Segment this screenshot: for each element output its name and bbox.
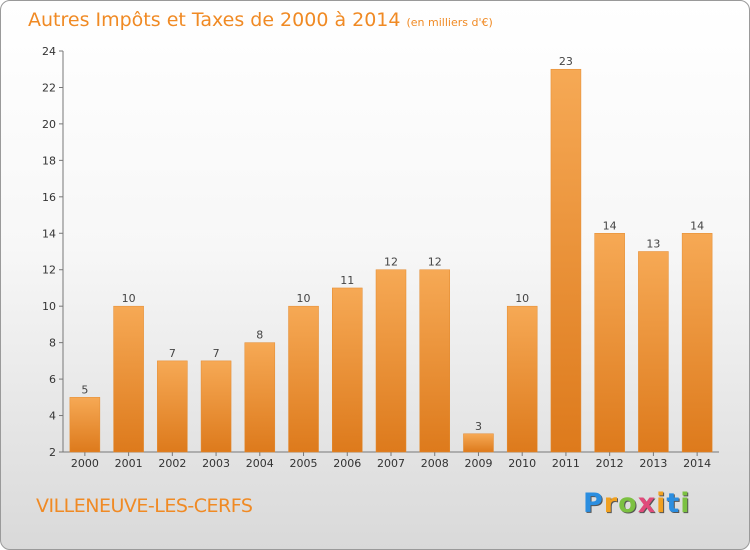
bar[interactable] bbox=[375, 269, 407, 453]
x-tick-label: 2011 bbox=[552, 457, 580, 470]
y-tick-label: 22 bbox=[42, 81, 56, 94]
x-tick-label: 2007 bbox=[377, 457, 405, 470]
bar[interactable] bbox=[113, 305, 144, 453]
data-label: 10 bbox=[122, 292, 136, 305]
data-label: 13 bbox=[646, 238, 660, 251]
y-tick-label: 14 bbox=[42, 227, 56, 240]
bar[interactable] bbox=[69, 397, 101, 453]
data-label: 12 bbox=[428, 256, 442, 269]
bar[interactable] bbox=[332, 287, 363, 453]
x-tick-label: 2009 bbox=[464, 457, 492, 470]
bar[interactable] bbox=[463, 433, 494, 453]
data-label: 3 bbox=[475, 420, 482, 433]
y-tick-label: 6 bbox=[49, 373, 56, 386]
bar[interactable] bbox=[244, 342, 276, 453]
y-tick-label: 8 bbox=[49, 337, 56, 350]
chart-title-text: Autres Impôts et Taxes de 2000 à 2014 bbox=[28, 9, 401, 31]
x-tick-label: 2008 bbox=[421, 457, 449, 470]
bars: 5 10 7 7 8 10 11 12 12 3 10 23 14 13 14 bbox=[69, 55, 713, 453]
logo-letter: r bbox=[603, 488, 619, 519]
logo-letter: x bbox=[637, 488, 657, 519]
y-tick-label: 20 bbox=[42, 118, 56, 131]
x-tick-label: 2004 bbox=[246, 457, 274, 470]
x-tick-label: 2013 bbox=[639, 457, 667, 470]
x-tick-label: 2012 bbox=[596, 457, 624, 470]
bar[interactable] bbox=[681, 233, 713, 453]
x-tick-label: 2001 bbox=[115, 457, 143, 470]
bar[interactable] bbox=[638, 251, 669, 453]
logo-letter: i bbox=[680, 488, 691, 519]
data-label: 5 bbox=[81, 383, 88, 396]
data-label: 7 bbox=[213, 347, 220, 360]
y-tick-label: 12 bbox=[42, 264, 56, 277]
logo-letter: t bbox=[666, 488, 681, 519]
y-tick-label: 16 bbox=[42, 191, 56, 204]
logo-letter: P bbox=[583, 488, 604, 519]
x-tick-label: 2014 bbox=[683, 457, 711, 470]
bar[interactable] bbox=[550, 68, 582, 453]
data-label: 11 bbox=[340, 274, 354, 287]
chart-subtitle: (en milliers d'€) bbox=[406, 16, 493, 29]
bar[interactable] bbox=[157, 360, 188, 453]
commune-name: VILLENEUVE-LES-CERFS bbox=[36, 495, 253, 517]
data-label: 23 bbox=[559, 55, 573, 68]
chart-title: Autres Impôts et Taxes de 2000 à 2014 (en… bbox=[28, 9, 493, 31]
bar[interactable] bbox=[594, 233, 625, 453]
x-tick-label: 2000 bbox=[71, 457, 99, 470]
y-tick-label: 4 bbox=[49, 410, 56, 423]
logo-letter: i bbox=[656, 488, 667, 519]
data-label: 14 bbox=[690, 219, 704, 232]
logo-letter: o bbox=[618, 488, 638, 519]
data-label: 8 bbox=[256, 329, 263, 342]
bar[interactable] bbox=[288, 305, 319, 453]
bar[interactable] bbox=[200, 360, 232, 453]
y-tick-label: 24 bbox=[42, 45, 56, 58]
data-label: 10 bbox=[297, 292, 311, 305]
x-tick-label: 2006 bbox=[333, 457, 361, 470]
data-label: 14 bbox=[603, 219, 617, 232]
bar[interactable] bbox=[419, 269, 450, 453]
x-tick-label: 2005 bbox=[290, 457, 318, 470]
x-tick-label: 2002 bbox=[158, 457, 186, 470]
data-label: 7 bbox=[169, 347, 176, 360]
x-tick-label: 2010 bbox=[508, 457, 536, 470]
y-tick-label: 18 bbox=[42, 154, 56, 167]
proxiti-logo[interactable]: Proxiti bbox=[583, 488, 691, 519]
bar[interactable] bbox=[506, 305, 538, 453]
y-tick-label: 2 bbox=[49, 446, 56, 459]
data-label: 10 bbox=[515, 292, 529, 305]
x-tick-label: 2003 bbox=[202, 457, 230, 470]
data-label: 12 bbox=[384, 256, 398, 269]
y-tick-label: 10 bbox=[42, 300, 56, 313]
